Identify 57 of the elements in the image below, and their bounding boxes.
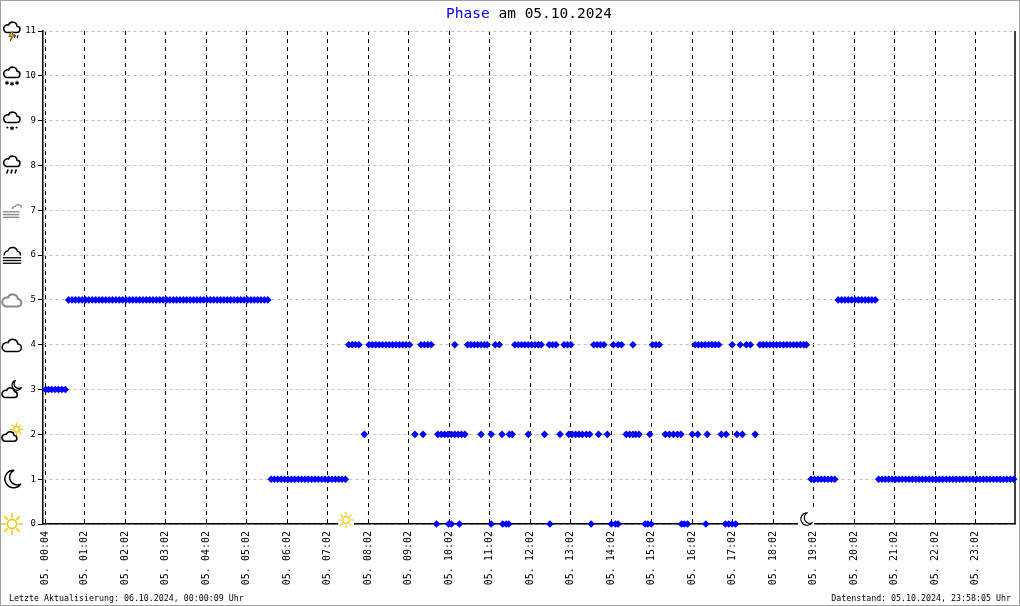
point [524,430,533,439]
y-tick-label: 8 [30,159,36,170]
point [603,430,612,439]
point [751,430,759,439]
x-tick-label: 05. 05:02 [240,531,252,586]
y-tick-label: 7 [30,204,36,215]
y-tick-label: 3 [30,383,36,394]
point [738,430,747,439]
x-tick-label: 05. 18:02 [766,531,778,586]
x-tick-label: 05. 17:02 [726,531,738,586]
point [487,430,495,439]
x-tick-label: 05. 01:02 [78,531,90,586]
y-tick-label: 0 [30,518,36,529]
y-tick-label: 1 [30,473,36,484]
point [419,430,427,439]
point [733,430,741,439]
x-tick-label: 05. 03:02 [159,531,171,586]
point [477,430,485,439]
chart-title: Phase am 05.10.2024 [445,4,613,22]
y-tick-label: 5 [30,294,36,305]
x-tick-label: 05. 22:02 [928,531,940,586]
x-tick-label: 05. 19:02 [807,531,819,586]
point [411,430,419,439]
point [498,430,506,439]
x-tick-label: 05. 06:02 [280,531,292,586]
x-tick-label: 05. 11:02 [483,531,495,586]
y-tick-label: 6 [30,249,36,260]
x-tick-label: 05. 15:02 [645,531,657,586]
x-tick-label: 05. 10:02 [442,531,454,586]
x-tick-label: 05. 14:02 [604,531,616,586]
x-tick-label: 05. 07:02 [321,531,333,586]
point [722,430,730,439]
x-tick-label: 05. 23:02 [969,531,981,586]
y-tick-label: 9 [30,114,36,125]
x-tick-label: 05. 21:02 [888,531,900,586]
x-tick-label: 05. 13:02 [564,531,576,586]
point [360,430,369,439]
x-tick-label: 05. 16:02 [685,531,697,586]
y-tick-label: 11 [25,25,36,36]
point [556,430,564,439]
point [646,430,654,439]
x-tick-label: 05. 02:02 [118,531,130,586]
text: Letzte Aktualisierung: 06.10.2024, 00:00:09 Uhr [9,593,244,603]
point [487,520,495,528]
x-tick-label: 05. 09:02 [402,531,414,586]
point [703,430,711,439]
point [455,520,464,528]
text: Datenstand: 05.10.2024, 23:58:05 Uhr [831,593,1011,603]
y-tick-label: 10 [25,70,36,81]
point [432,520,441,528]
x-tick-label: 05. 12:02 [523,531,535,586]
y-tick-label: 4 [30,339,36,350]
x-tick-label: 05. 08:02 [361,531,373,586]
x-tick-label: 05. 00:04 [39,531,51,586]
y-tick-label: 2 [30,428,36,439]
x-tick-label: 05. 04:02 [199,531,211,586]
x-tick-label: 05. 20:02 [847,531,859,586]
